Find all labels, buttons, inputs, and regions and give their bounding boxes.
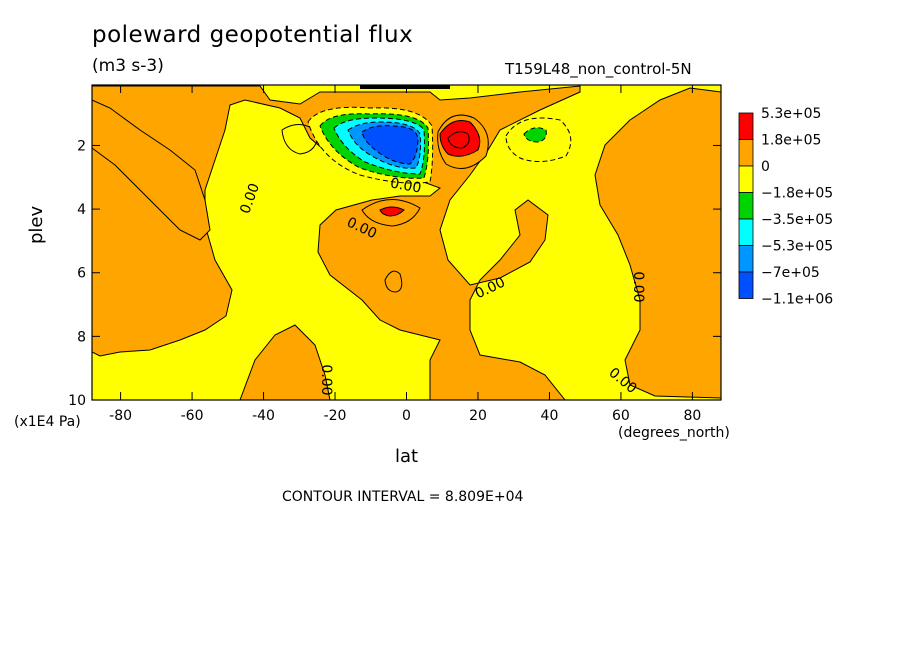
x-tick-label: 80 [683,408,701,424]
colorbar-label: 0 [761,159,770,175]
x-tick-label: -20 [324,408,347,424]
positive-core [437,114,489,169]
x-tick-label: 40 [541,408,559,424]
positive-region [239,324,331,401]
x-tick-label: 20 [469,408,487,424]
colorbar-label: −7e+05 [761,265,820,281]
y-tick-label: 10 [68,393,86,409]
positive-core [361,199,421,227]
y-tick-label: 6 [77,266,86,282]
contour-label: 0.00 [318,364,334,395]
negative-lobe [307,106,434,184]
chart-title: poleward geopotential flux [92,22,414,48]
positive-region [384,270,403,293]
contour-label: 0.00 [630,271,646,302]
positive-region [281,124,319,155]
colorbar-swatch [738,112,754,140]
colorbar-label: −1.1e+06 [761,292,833,308]
colorbar-label: −5.3e+05 [761,239,833,255]
run-label: T159L48_non_control-5N [505,60,692,78]
contour-field [91,85,722,401]
colorbar-swatch [738,271,754,299]
colorbar-swatch [738,245,754,273]
x-axis-units: (degrees_north) [618,425,730,441]
positive-region [91,99,211,241]
x-axis: -80 -60 -40 -20 0 20 40 60 80 [109,85,701,424]
x-tick-label: -80 [109,408,132,424]
contour-label: 0.00 [389,175,422,196]
chart-units: (m3 s-3) [92,56,164,76]
y-axis-units: (x1E4 Pa) [14,414,81,430]
positive-region [594,87,722,399]
y-tick-label: 2 [77,138,86,154]
colorbar-label: −1.8e+05 [761,186,833,202]
y-tick-label: 8 [77,329,86,345]
colorbar-swatch [738,218,754,246]
y-tick-label: 4 [77,202,86,218]
x-tick-label: -40 [252,408,275,424]
colorbar-label: 5.3e+05 [761,106,821,122]
colorbar-label: 1.8e+05 [761,133,821,149]
contour-interval: CONTOUR INTERVAL = 8.809E+04 [282,489,524,505]
negative-lobe [505,117,572,162]
x-tick-label: -60 [181,408,204,424]
colorbar: 5.3e+05 1.8e+05 0 −1.8e+05 −3.5e+05 −5.3e+05 −… [738,106,833,308]
x-tick-label: 60 [612,408,630,424]
x-axis-label: lat [395,446,419,467]
colorbar-swatch [738,139,754,167]
colorbar-swatch [738,192,754,220]
colorbar-swatch [738,165,754,193]
colorbar-label: −3.5e+05 [761,212,833,228]
y-axis: 2 4 6 8 10 [68,138,721,409]
x-tick-label: 0 [402,408,411,424]
